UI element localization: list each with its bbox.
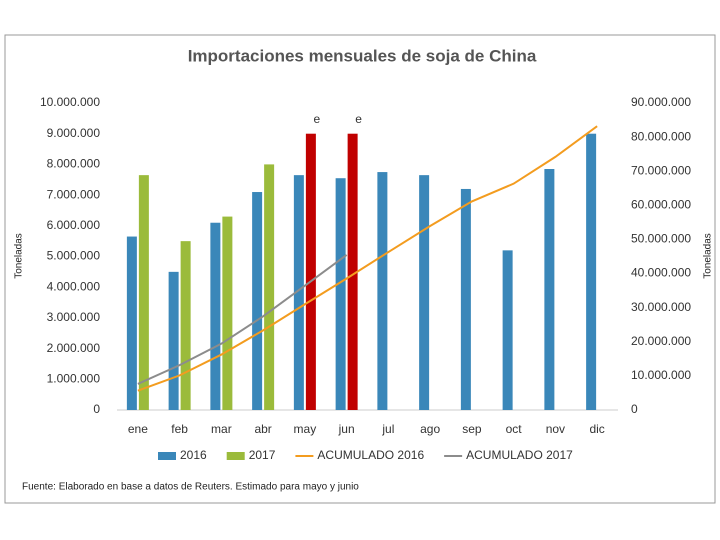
y-tick-label: 10.000.000 [40,95,100,109]
y2-tick-label: 30.000.000 [631,300,691,314]
y2-tick-label: 20.000.000 [631,334,691,348]
y-tick-label: 0 [93,402,100,416]
bar [180,241,191,410]
y2-tick-label: 0 [631,402,638,416]
bar [222,216,233,410]
line [137,125,598,392]
legend-label: ACUMULADO 2017 [466,448,573,462]
x-tick-label: jun [338,422,355,436]
legend-swatch [226,452,245,460]
y-tick-label: 7.000.000 [47,187,101,201]
y-tick-label: 6.000.000 [47,218,101,232]
x-tick-label: ene [128,422,148,436]
bar [138,175,149,410]
x-tick-label: abr [254,422,271,436]
x-tick-label: oct [506,422,523,436]
bar [544,169,555,410]
bar [305,133,316,410]
y-tick-label: 2.000.000 [47,341,101,355]
x-tick-label: feb [171,422,188,436]
y2-axis-label: Toneladas [703,233,714,279]
x-tick-label: dic [589,422,604,436]
y2-tick-label: 60.000.000 [631,198,691,212]
y2-tick-label: 10.000.000 [631,368,691,382]
x-tick-label: mar [211,422,232,436]
bar [419,175,430,410]
y-axis-label: Toneladas [14,233,25,279]
legend-label: ACUMULADO 2016 [317,448,424,462]
y2-tick-label: 90.000.000 [631,95,691,109]
y-tick-label: 4.000.000 [47,279,101,293]
x-tick-label: nov [546,422,565,436]
source-note: Fuente: Elaborado en base a datos de Reu… [22,482,359,493]
bar [168,271,179,410]
x-tick-label: jul [381,422,394,436]
annotation: e [355,112,362,126]
legend-label: 2017 [249,448,276,462]
line [137,254,348,385]
legend-swatch [158,452,176,460]
bar [586,133,597,410]
y2-tick-label: 50.000.000 [631,232,691,246]
y-tick-label: 8.000.000 [47,157,101,171]
bar [347,133,358,410]
bar [377,172,388,410]
bar [264,164,275,410]
legend-label: 2016 [180,448,207,462]
bar [210,222,221,410]
annotation: e [314,112,321,126]
chart-title: Importaciones mensuales de soja de China [188,46,537,65]
y2-tick-label: 70.000.000 [631,163,691,177]
y-tick-label: 1.000.000 [47,371,101,385]
y-tick-label: 3.000.000 [47,310,101,324]
bar [335,178,346,410]
y-tick-label: 5.000.000 [47,249,101,263]
y-tick-label: 9.000.000 [47,126,101,140]
y2-tick-label: 40.000.000 [631,266,691,280]
x-tick-label: may [294,422,317,436]
y2-tick-label: 80.000.000 [631,129,691,143]
bar [502,250,513,410]
bar [252,192,263,410]
bar [460,188,471,410]
x-tick-label: sep [462,422,482,436]
bar [293,175,304,410]
x-tick-label: ago [420,422,440,436]
bar [126,236,137,410]
